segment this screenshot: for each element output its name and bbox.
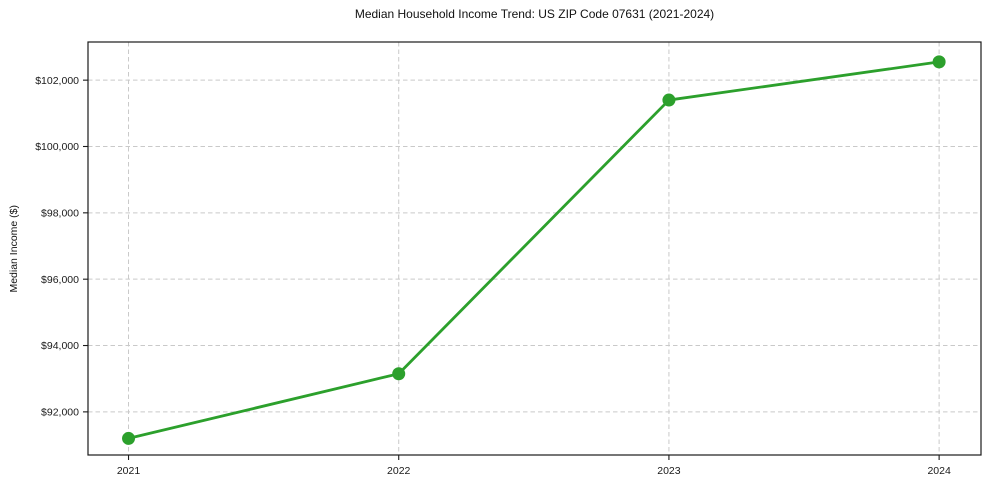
trend-line: [127, 60, 941, 440]
data-point-2022: [392, 367, 406, 381]
data-point-2024: [932, 55, 946, 69]
y-tick-label: $96,000: [41, 274, 79, 286]
chart-title: Median Household Income Trend: US ZIP Co…: [354, 7, 715, 21]
data-point-2023: [662, 93, 676, 107]
x-tick-label: 2024: [927, 465, 951, 477]
y-tick-label: $102,000: [35, 75, 79, 87]
y-tick-label: $92,000: [41, 407, 79, 419]
y-tick-label: $98,000: [41, 208, 79, 220]
x-tick-label: 2023: [657, 465, 681, 477]
x-tick-label: 2021: [117, 465, 141, 477]
plot-border: [87, 41, 982, 456]
y-tick-label: $100,000: [35, 141, 79, 153]
x-tick-label: 2022: [387, 465, 411, 477]
data-point-2021: [122, 431, 136, 445]
y-tick-label: $94,000: [41, 340, 79, 352]
